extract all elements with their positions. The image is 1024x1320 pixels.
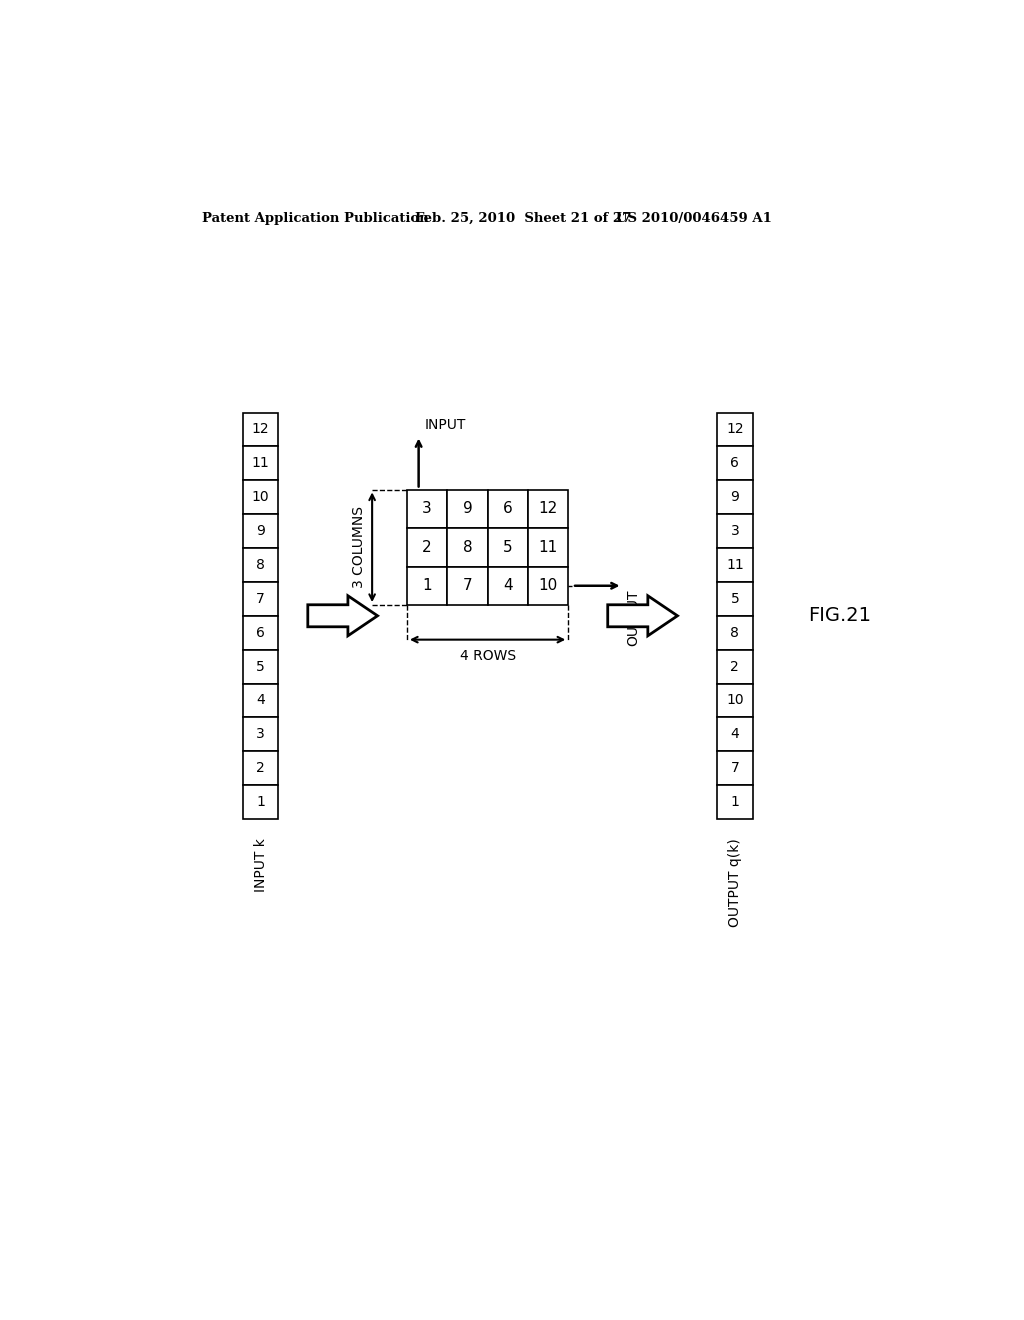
Text: 5: 5 [730,591,739,606]
Bar [487,566,528,605]
Bar [717,718,753,751]
Bar [528,490,568,528]
Bar [243,446,279,480]
Bar [717,785,753,818]
Bar [528,566,568,605]
Text: 1: 1 [256,795,265,809]
Bar [717,582,753,615]
Text: 6: 6 [730,457,739,470]
Text: 10: 10 [252,490,269,504]
Bar [243,480,279,513]
Text: 8: 8 [256,558,265,572]
Bar [243,785,279,818]
Bar [717,515,753,548]
Bar [528,528,568,566]
Text: 3: 3 [256,727,265,742]
Text: 8: 8 [730,626,739,640]
Text: 4: 4 [730,727,739,742]
Polygon shape [607,595,678,636]
Text: 10: 10 [726,693,743,708]
Bar [717,548,753,582]
Text: 2: 2 [256,762,265,775]
Text: 10: 10 [539,578,558,593]
Bar [717,615,753,649]
Bar [243,684,279,718]
Bar [243,548,279,582]
Bar [487,528,528,566]
Text: 6: 6 [503,502,513,516]
Text: 3: 3 [730,524,739,539]
Text: 11: 11 [539,540,558,554]
Text: FIG.21: FIG.21 [809,606,871,626]
Bar [717,480,753,513]
Text: 3 COLUMNS: 3 COLUMNS [352,507,366,589]
Bar [243,615,279,649]
Text: 7: 7 [463,578,472,593]
Bar [717,751,753,785]
Text: 11: 11 [252,457,269,470]
Text: 7: 7 [256,591,265,606]
Text: 4: 4 [256,693,265,708]
Text: 2: 2 [730,660,739,673]
Text: 9: 9 [730,490,739,504]
Text: 4 ROWS: 4 ROWS [460,649,516,663]
Bar [717,412,753,446]
Text: 12: 12 [726,422,743,437]
Text: 11: 11 [726,558,743,572]
Polygon shape [308,595,378,636]
Bar [487,490,528,528]
Bar [717,649,753,684]
Bar [447,528,487,566]
Text: OUTPUT q(k): OUTPUT q(k) [728,838,741,927]
Text: 5: 5 [503,540,513,554]
Bar [243,751,279,785]
Text: 5: 5 [256,660,265,673]
Text: 9: 9 [463,502,472,516]
Bar [243,515,279,548]
Bar [243,412,279,446]
Bar [447,566,487,605]
Text: US 2010/0046459 A1: US 2010/0046459 A1 [616,213,772,224]
Text: 2: 2 [422,540,432,554]
Text: 1: 1 [422,578,432,593]
Text: 6: 6 [256,626,265,640]
Bar [243,582,279,615]
Bar [717,446,753,480]
Text: Patent Application Publication: Patent Application Publication [202,213,428,224]
Bar [717,684,753,718]
Bar [447,490,487,528]
Text: 8: 8 [463,540,472,554]
Text: 1: 1 [730,795,739,809]
Text: 3: 3 [422,502,432,516]
Bar [407,490,447,528]
Text: OUTPUT: OUTPUT [627,590,640,645]
Text: 7: 7 [730,762,739,775]
Bar [243,649,279,684]
Text: 4: 4 [503,578,513,593]
Bar [407,566,447,605]
Text: INPUT k: INPUT k [254,838,267,892]
Bar [243,718,279,751]
Text: INPUT: INPUT [425,417,466,432]
Bar [407,528,447,566]
Text: 9: 9 [256,524,265,539]
Text: 12: 12 [539,502,558,516]
Text: 12: 12 [252,422,269,437]
Text: Feb. 25, 2010  Sheet 21 of 27: Feb. 25, 2010 Sheet 21 of 27 [415,213,631,224]
